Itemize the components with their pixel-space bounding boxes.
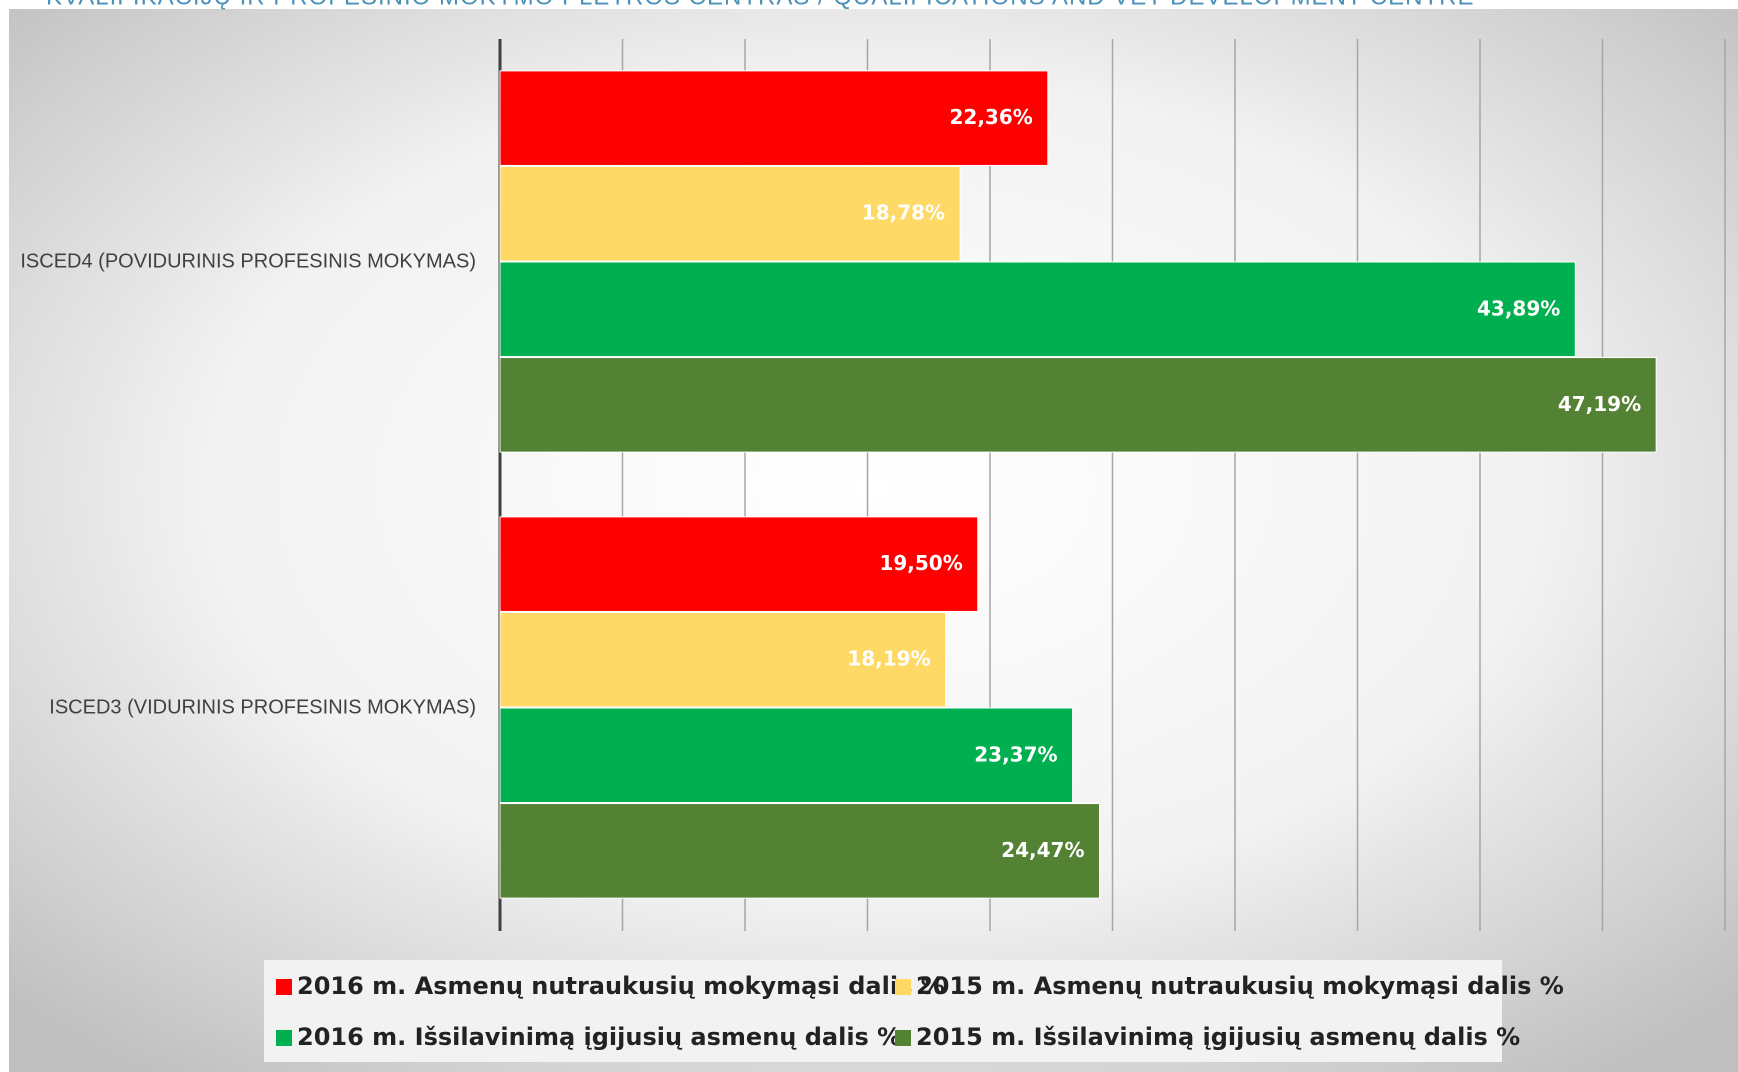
data-label: 24,47% xyxy=(1001,838,1084,862)
legend-label: 2015 m. Išsilavinimą įgijusių asmenų dal… xyxy=(916,1023,1520,1051)
bar xyxy=(499,70,1049,166)
bar xyxy=(499,803,1101,899)
legend-label: 2016 m. Išsilavinimą įgijusių asmenų dal… xyxy=(297,1023,901,1051)
legend-swatch xyxy=(895,1030,911,1046)
category-label: ISCED4 (POVIDURINIS PROFESINIS MOKYMAS) xyxy=(20,250,476,272)
bar xyxy=(499,357,1657,453)
data-label: 18,78% xyxy=(862,201,945,225)
data-label: 47,19% xyxy=(1558,392,1641,416)
data-label: 22,36% xyxy=(950,105,1033,129)
bar xyxy=(499,165,961,262)
legend-label: 2015 m. Asmenų nutraukusių mokymąsi dali… xyxy=(916,972,1564,1000)
bar xyxy=(499,707,1074,804)
category-label: ISCED3 (VIDURINIS PROFESINIS MOKYMAS) xyxy=(49,696,476,718)
bar xyxy=(499,516,979,612)
legend-label: 2016 m. Asmenų nutraukusių mokymąsi dali… xyxy=(297,972,945,1000)
data-label: 18,19% xyxy=(847,647,930,671)
data-label: 19,50% xyxy=(879,551,962,575)
legend-box xyxy=(264,960,1502,1062)
bar xyxy=(499,611,947,708)
legend-swatch xyxy=(276,979,292,995)
bar xyxy=(499,261,1576,358)
header-text: KVALIFIKACIJŲ IR PROFESINIO MOKYMO PLĖTR… xyxy=(46,0,1474,10)
data-label: 43,89% xyxy=(1477,296,1560,320)
legend-swatch xyxy=(276,1030,292,1046)
data-label: 23,37% xyxy=(974,742,1057,766)
legend-swatch xyxy=(895,979,911,995)
